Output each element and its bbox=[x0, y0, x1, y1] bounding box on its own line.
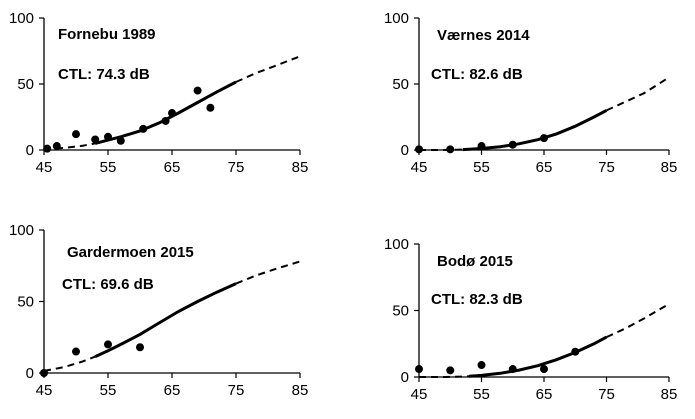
curve-dashed-low bbox=[419, 375, 470, 378]
x-tick-label: 65 bbox=[164, 159, 181, 176]
ctl-label: CTL: 82.6 dB bbox=[431, 66, 523, 83]
data-point bbox=[415, 145, 423, 154]
data-point bbox=[446, 366, 455, 375]
data-points bbox=[43, 86, 215, 153]
x-tick-label: 55 bbox=[100, 382, 117, 399]
data-point bbox=[540, 365, 548, 374]
fitted-curve bbox=[419, 303, 670, 378]
x-tick-label: 75 bbox=[228, 159, 245, 176]
panel-title: Fornebu 1989 bbox=[58, 26, 156, 43]
data-point bbox=[446, 145, 455, 154]
panel-gardermoen: 45 55 65 75 85 0 50 100 Gardermoen 2015 CTL: 69… bbox=[9, 222, 308, 399]
data-point bbox=[415, 365, 423, 374]
x-tick-label: 85 bbox=[292, 382, 309, 399]
curve-dashed-low bbox=[43, 142, 96, 151]
data-point bbox=[477, 142, 486, 151]
panel-bodo: 45 55 65 75 85 0 50 100 Bodø 2015 CTL: 82.3 dB bbox=[384, 236, 677, 403]
curve-dashed-high bbox=[606, 76, 670, 112]
curve-dashed-high bbox=[235, 260, 301, 285]
data-point bbox=[193, 86, 202, 95]
data-point bbox=[477, 361, 486, 370]
y-tick-label: 0 bbox=[26, 365, 34, 382]
data-point bbox=[540, 134, 548, 143]
data-point bbox=[508, 365, 517, 374]
data-point bbox=[104, 132, 112, 141]
y-tick-label: 100 bbox=[384, 236, 409, 253]
curve-solid bbox=[462, 109, 608, 152]
panel-title: Værnes 2014 bbox=[437, 27, 530, 44]
axis-ticks: 45 55 65 75 85 0 50 100 bbox=[384, 10, 677, 176]
data-point bbox=[52, 142, 61, 151]
curve-dashed-high bbox=[606, 303, 670, 339]
fitted-curve bbox=[43, 260, 301, 372]
data-points bbox=[415, 134, 548, 154]
ctl-label: CTL: 74.3 dB bbox=[58, 66, 150, 83]
y-tick-label: 0 bbox=[401, 369, 409, 386]
data-point bbox=[571, 347, 580, 356]
axis-ticks: 45 55 65 75 85 0 50 100 bbox=[384, 236, 677, 403]
curve-solid bbox=[468, 335, 608, 378]
x-tick-label: 85 bbox=[661, 386, 678, 403]
ctl-label: CTL: 82.3 dB bbox=[431, 291, 523, 308]
y-tick-label: 100 bbox=[384, 10, 409, 27]
curve-dashed-low bbox=[43, 355, 96, 372]
data-point bbox=[161, 116, 170, 125]
axis-ticks: 45 55 65 75 85 0 50 100 bbox=[9, 222, 308, 399]
y-tick-label: 0 bbox=[401, 142, 409, 159]
x-tick-label: 75 bbox=[598, 386, 615, 403]
x-tick-label: 85 bbox=[292, 159, 309, 176]
x-tick-label: 65 bbox=[536, 159, 553, 176]
data-point bbox=[43, 144, 52, 153]
x-tick-label: 45 bbox=[411, 386, 428, 403]
x-tick-label: 75 bbox=[228, 382, 245, 399]
curve-solid bbox=[94, 80, 237, 145]
data-point bbox=[508, 140, 517, 149]
x-tick-label: 75 bbox=[598, 159, 615, 176]
x-tick-label: 55 bbox=[473, 386, 490, 403]
data-point bbox=[72, 130, 80, 139]
y-tick-label: 100 bbox=[9, 10, 34, 27]
y-tick-label: 50 bbox=[17, 294, 34, 311]
panel-fornebu: 45 55 65 75 85 0 50 100 Fornebu 1989 CTL: 74.3 … bbox=[9, 10, 308, 176]
data-point bbox=[168, 109, 176, 118]
fitted-curve bbox=[419, 76, 670, 152]
y-tick-label: 100 bbox=[9, 222, 34, 239]
x-tick-label: 65 bbox=[164, 382, 181, 399]
curve-dashed-high bbox=[235, 55, 301, 83]
y-tick-label: 0 bbox=[26, 142, 34, 159]
panel-title: Bodø 2015 bbox=[437, 253, 513, 270]
data-point bbox=[136, 343, 144, 352]
data-points bbox=[415, 347, 580, 375]
x-tick-label: 45 bbox=[36, 382, 53, 399]
x-tick-label: 55 bbox=[100, 159, 117, 176]
data-point bbox=[104, 340, 112, 349]
x-tick-label: 45 bbox=[36, 159, 53, 176]
curve-solid bbox=[94, 282, 237, 358]
ctl-label: CTL: 69.6 dB bbox=[62, 276, 154, 293]
panel-vaernes: 45 55 65 75 85 0 50 100 Værnes 2014 CTL: 82.6 d… bbox=[384, 10, 677, 176]
data-point bbox=[139, 124, 148, 133]
panel-title: Gardermoen 2015 bbox=[67, 244, 194, 261]
y-tick-label: 50 bbox=[392, 303, 409, 320]
data-point bbox=[91, 135, 100, 144]
data-point bbox=[206, 103, 215, 112]
fitted-curve bbox=[43, 55, 301, 151]
axis-ticks: 45 55 65 75 85 0 50 100 bbox=[9, 10, 308, 176]
y-tick-label: 50 bbox=[17, 76, 34, 93]
data-point bbox=[72, 347, 80, 356]
x-tick-label: 55 bbox=[473, 159, 490, 176]
y-tick-label: 50 bbox=[392, 76, 409, 93]
x-tick-label: 85 bbox=[661, 159, 678, 176]
x-tick-label: 65 bbox=[536, 386, 553, 403]
data-point bbox=[116, 136, 125, 145]
x-tick-label: 45 bbox=[411, 159, 428, 176]
